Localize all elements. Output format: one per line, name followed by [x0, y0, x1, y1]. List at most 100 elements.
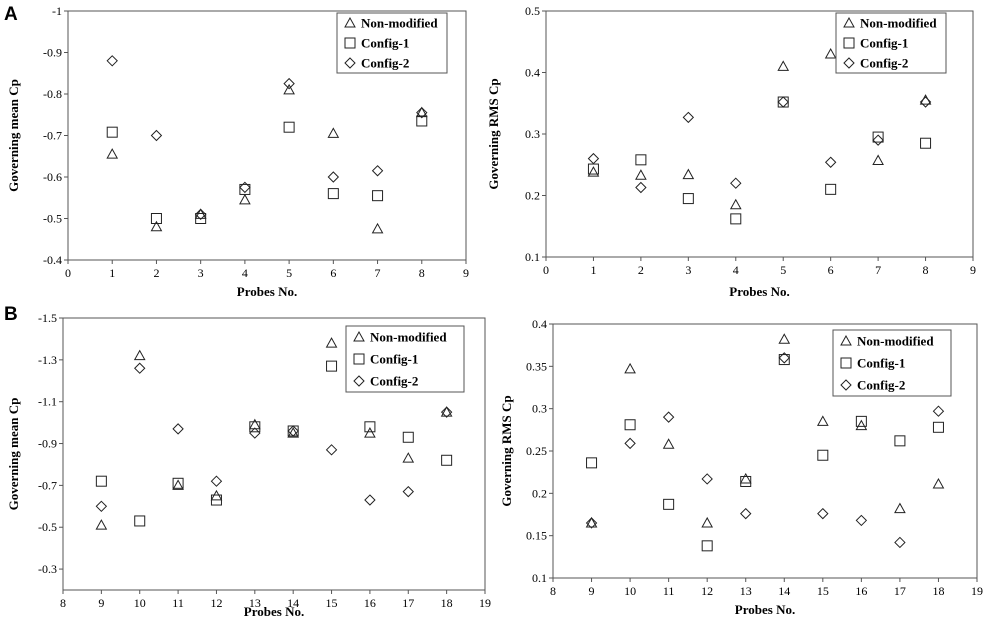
data-point-diamond [249, 427, 261, 439]
data-point-square [894, 435, 906, 447]
data-point-triangle [364, 427, 376, 438]
data-point-triangle [585, 516, 598, 528]
data-point-square [586, 457, 598, 469]
data-point-square [740, 475, 752, 487]
chart-a-mean-cp: 0 1 2 3 4 5 6 7 8 9 -1 -0.9 -0.8 -0.7 -0.6 -0.5 -0.4 Prob… [6, 4, 469, 299]
y-axis-label: Governing mean Cp [6, 398, 21, 511]
legend-label: Non-modified [857, 334, 934, 349]
legend-label: Config-1 [370, 352, 418, 367]
data-point-triangle [325, 337, 338, 348]
y-tick-label: 0.1 [525, 250, 540, 264]
y-tick-label: -0.3 [38, 562, 57, 576]
x-tick-label: 9 [589, 584, 595, 598]
data-point-triangle [855, 419, 868, 431]
legend-label: Config-2 [860, 56, 908, 71]
data-point-diamond [730, 177, 742, 189]
y-tick-label: -0.9 [38, 437, 57, 451]
x-tick-label: 16 [855, 584, 867, 598]
data-point-diamond [662, 411, 675, 423]
data-point-square [364, 421, 376, 433]
data-point-square [326, 360, 338, 372]
legend: Non-modified Config-1 Config-2 [832, 329, 952, 397]
legend: Non-modified Config-1 Config-2 [345, 325, 465, 393]
y-tick-label: -0.9 [43, 46, 62, 60]
data-point-square [239, 183, 251, 195]
data-point-square [150, 213, 162, 224]
x-tick-label: 9 [970, 263, 976, 277]
x-tick-label: 6 [330, 266, 336, 280]
y-tick-label: 0.15 [526, 529, 547, 543]
x-tick-label: 8 [419, 266, 425, 280]
data-point-triangle [402, 452, 415, 463]
legend-label: Config-1 [857, 356, 905, 371]
x-tick-label: 9 [463, 266, 469, 280]
x-tick-label: 0 [65, 266, 71, 280]
data-point-triangle [283, 83, 295, 95]
data-point-triangle [701, 516, 714, 528]
y-tick-label: 0.4 [525, 66, 540, 80]
data-point-square [663, 498, 675, 510]
data-point-diamond [364, 494, 376, 506]
data-point-diamond [194, 208, 207, 221]
legend-marker-triangle [840, 334, 852, 346]
data-point-triangle [739, 472, 752, 484]
series-non-modified [585, 333, 945, 528]
x-tick-label: 4 [733, 263, 739, 277]
data-point-triangle [624, 362, 636, 374]
data-point-diamond [777, 96, 789, 108]
data-point-diamond [239, 181, 251, 194]
x-tick-label: 5 [286, 266, 292, 280]
x-tick-label: 5 [780, 263, 786, 277]
series-config-1 [587, 96, 932, 225]
data-point-square [778, 354, 790, 366]
x-tick-label: 13 [740, 584, 752, 598]
data-point-diamond [150, 129, 163, 142]
data-point-diamond [134, 362, 146, 374]
data-point-square [817, 449, 829, 461]
y-tick-label: -0.7 [43, 129, 62, 143]
data-point-diamond [416, 106, 428, 119]
chart-b-mean-cp: 8 9 10 11 12 13 14 15 16 17 18 19 -1.5 -1.3 -1.1 -0.9 -0… [6, 311, 491, 619]
y-tick-label: 0.2 [525, 189, 540, 203]
x-axis-label: Probes No. [729, 284, 789, 299]
x-tick-label: 10 [134, 596, 146, 610]
series-config-1 [106, 115, 428, 224]
x-tick-label: 9 [98, 596, 104, 610]
data-point-square [701, 540, 713, 552]
legend-label: Non-modified [370, 330, 447, 345]
data-point-triangle [824, 48, 837, 59]
data-point-triangle [95, 519, 108, 530]
y-tick-label: 0.1 [532, 571, 547, 585]
y-tick-label: 0.5 [525, 4, 540, 18]
data-point-diamond [585, 517, 598, 529]
data-point-diamond [778, 352, 790, 364]
data-point-square [441, 454, 453, 466]
x-tick-label: 0 [543, 263, 549, 277]
data-point-square [416, 115, 428, 127]
y-tick-label: -1.3 [38, 353, 57, 367]
x-tick-label: 17 [402, 596, 414, 610]
x-tick-label: 4 [242, 266, 248, 280]
legend-label: Config-2 [370, 374, 418, 389]
y-tick-label: -0.5 [43, 212, 62, 226]
x-axis-label: Probes No. [244, 604, 304, 619]
panel-label-b: B [4, 304, 18, 325]
data-point-triangle [371, 222, 384, 234]
data-point-square [777, 96, 789, 108]
data-point-diamond [371, 165, 384, 177]
data-point-diamond [402, 485, 414, 498]
data-point-diamond [95, 500, 108, 513]
x-tick-label: 8 [923, 263, 929, 277]
data-point-diamond [635, 181, 647, 194]
legend-marker-triangle [344, 16, 356, 28]
series-non-modified [106, 83, 428, 234]
x-tick-label: 1 [590, 263, 596, 277]
x-tick-label: 3 [685, 263, 691, 277]
series-config-2 [95, 362, 453, 513]
data-point-diamond [932, 405, 945, 417]
data-point-square [932, 421, 944, 433]
x-tick-label: 7 [375, 266, 381, 280]
data-point-triangle [327, 127, 340, 138]
data-point-square [195, 213, 207, 224]
